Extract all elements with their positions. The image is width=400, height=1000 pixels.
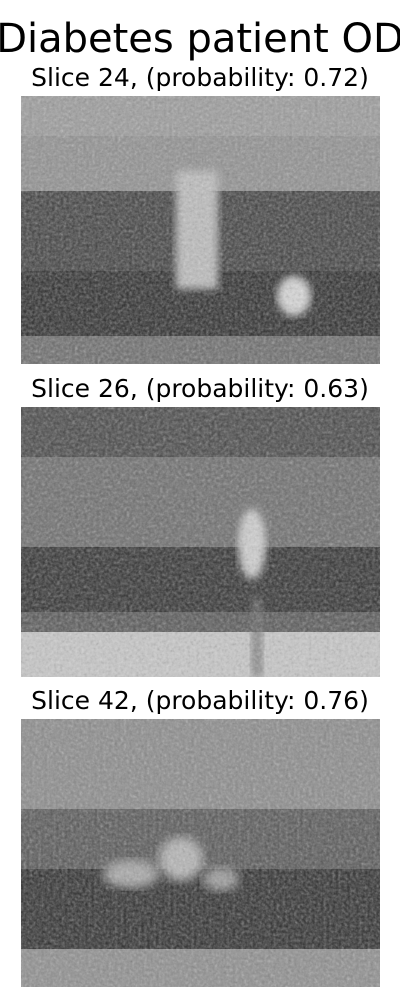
- figure-title: Diabetes patient OD: [0, 16, 400, 62]
- slice-26-caption: Slice 26, (probability: 0.63): [31, 374, 369, 403]
- slice-24-caption: Slice 24, (probability: 0.72): [31, 63, 369, 92]
- slice-26-scan-image: [21, 407, 380, 677]
- slice-42-scan-image: [21, 719, 380, 987]
- slice-42-caption: Slice 42, (probability: 0.76): [31, 686, 369, 715]
- slice-24-scan-image: [21, 96, 380, 364]
